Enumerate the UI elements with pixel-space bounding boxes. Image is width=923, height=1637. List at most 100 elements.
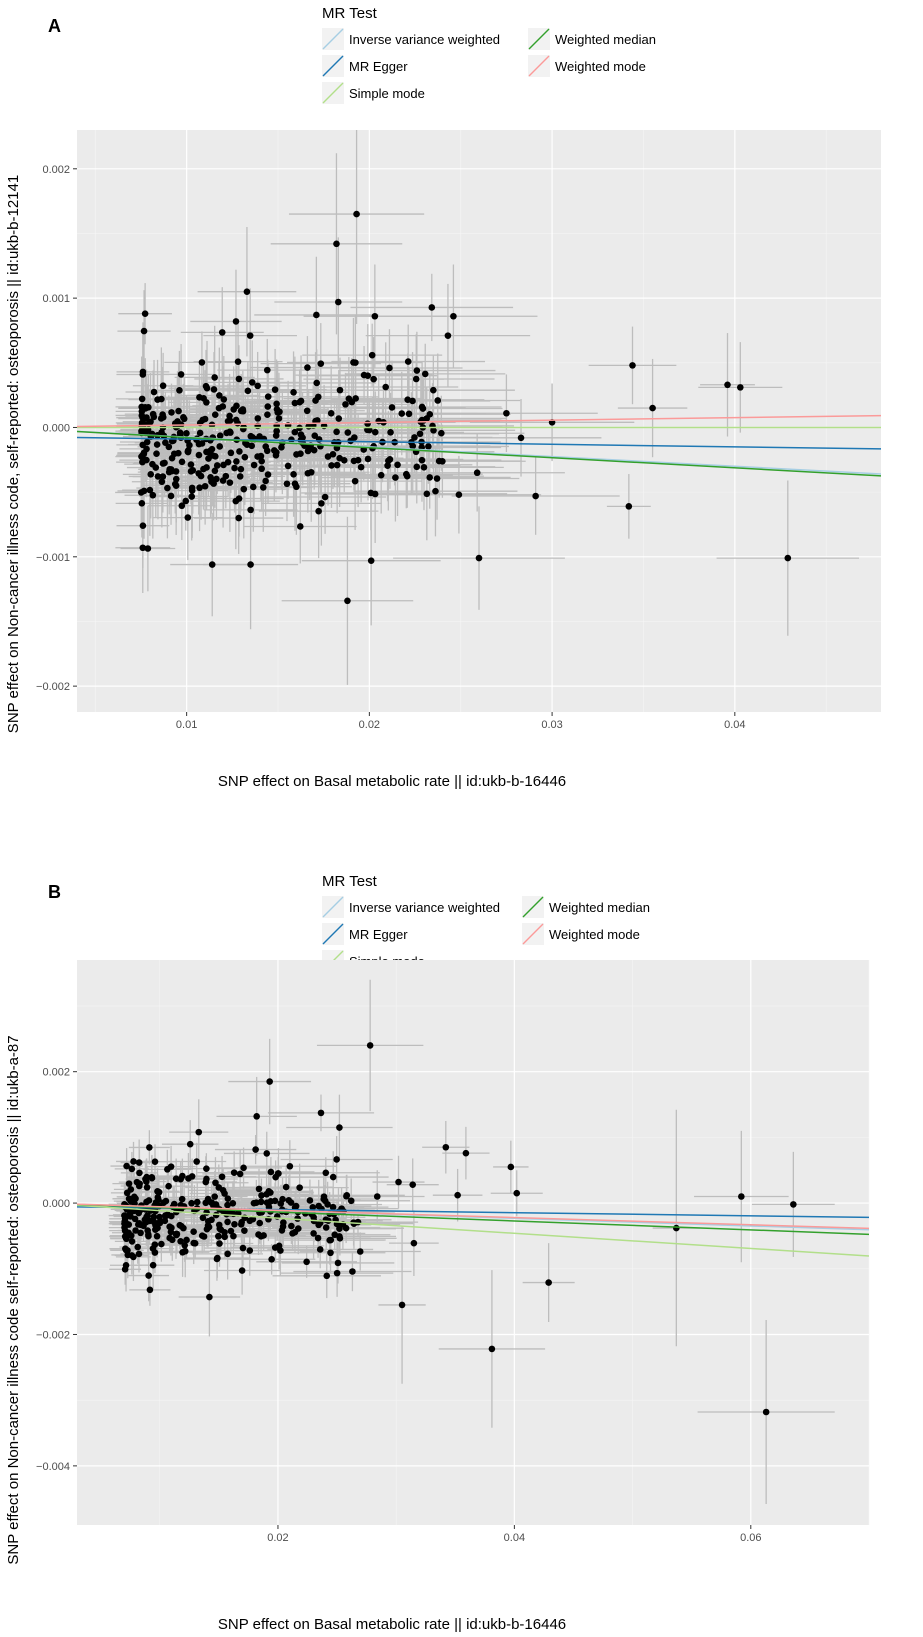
- legend-key-line: [322, 55, 344, 77]
- y-tick-label: −0.001: [36, 552, 70, 564]
- cluster-point: [277, 1200, 285, 1207]
- cluster-point: [143, 414, 150, 421]
- data-point: [784, 554, 792, 562]
- cluster-point: [412, 375, 420, 383]
- cluster-point: [304, 469, 312, 477]
- cluster-point: [239, 1244, 247, 1252]
- cluster-point: [218, 329, 226, 336]
- legend-key-line: [522, 923, 544, 945]
- legend-key-line: [522, 896, 544, 918]
- cluster-point: [203, 1165, 210, 1172]
- cluster-point: [159, 473, 167, 480]
- cluster-point: [296, 1184, 303, 1191]
- cluster-point: [181, 1241, 189, 1249]
- cluster-point: [190, 1228, 197, 1236]
- cluster-point: [203, 464, 210, 471]
- cluster-point: [184, 514, 192, 521]
- cluster-point: [382, 383, 390, 391]
- cluster-point: [291, 399, 299, 407]
- cluster-point: [310, 1230, 317, 1237]
- cluster-point: [128, 1238, 136, 1245]
- cluster-point: [333, 461, 341, 469]
- cluster-point: [276, 408, 283, 416]
- cluster-point: [387, 429, 394, 436]
- cluster-point: [240, 485, 248, 493]
- cluster-point: [224, 1201, 231, 1209]
- cluster-point: [198, 359, 206, 366]
- cluster-point: [386, 456, 394, 463]
- cluster-point: [212, 1211, 220, 1219]
- x-tick-label: 0.02: [267, 1532, 288, 1544]
- data-point: [335, 298, 342, 306]
- cluster-point: [150, 1213, 158, 1221]
- cluster-point: [135, 1159, 143, 1166]
- cluster-point: [148, 1174, 156, 1182]
- cluster-point: [134, 1243, 142, 1251]
- cluster-point: [226, 428, 234, 435]
- data-point: [247, 561, 254, 568]
- cluster-point: [125, 1180, 133, 1187]
- cluster-point: [166, 1223, 173, 1231]
- cluster-point: [161, 1217, 169, 1225]
- cluster-point: [188, 1173, 196, 1180]
- cluster-point: [420, 464, 428, 471]
- cluster-point: [329, 450, 337, 458]
- cluster-point: [155, 1188, 163, 1196]
- cluster-point: [273, 400, 280, 408]
- cluster-point: [388, 404, 396, 411]
- data-point: [513, 1189, 521, 1197]
- cluster-point: [161, 459, 168, 467]
- cluster-point: [167, 1228, 175, 1236]
- data-point: [313, 311, 320, 319]
- panel-a-letter: A: [48, 16, 61, 36]
- cluster-point: [139, 423, 147, 431]
- cluster-point: [256, 433, 263, 440]
- panel-b-legend-entry-1: Inverse variance weighted: [322, 896, 500, 918]
- cluster-point: [167, 492, 175, 500]
- cluster-point: [215, 1232, 222, 1240]
- cluster-point: [135, 1250, 143, 1258]
- panel-b-letter: B: [48, 882, 61, 902]
- cluster-point: [177, 1175, 184, 1183]
- cluster-point: [178, 1222, 185, 1230]
- cluster-point: [231, 464, 238, 472]
- cluster-point: [214, 1254, 221, 1262]
- data-point: [232, 318, 240, 325]
- cluster-point: [392, 474, 399, 481]
- cluster-point: [202, 1199, 210, 1207]
- legend-key-line: [322, 896, 344, 918]
- cluster-point: [411, 434, 418, 441]
- data-point: [398, 1301, 406, 1309]
- cluster-point: [221, 1233, 228, 1241]
- cluster-point: [184, 448, 192, 455]
- panel-b-legend-label-5: Weighted mode: [549, 927, 640, 942]
- y-tick-label: 0.001: [42, 293, 70, 305]
- cluster-point: [211, 1193, 219, 1200]
- cluster-point: [418, 456, 426, 464]
- cluster-point: [432, 487, 439, 495]
- cluster-point: [370, 375, 377, 383]
- panel-a-legend-label-3: Simple mode: [349, 86, 425, 101]
- cluster-point: [128, 1252, 136, 1259]
- cluster-point: [224, 1218, 231, 1226]
- cluster-point: [183, 430, 190, 437]
- cluster-point: [237, 465, 245, 473]
- cluster-point: [335, 415, 343, 422]
- data-point: [488, 1345, 496, 1353]
- cluster-point: [224, 417, 232, 425]
- data-point: [208, 561, 216, 568]
- panel-a-legend-label-5: Weighted mode: [555, 59, 646, 74]
- cluster-point: [158, 478, 166, 486]
- y-tick-label: −0.002: [36, 1329, 70, 1341]
- cluster-point: [329, 1203, 337, 1211]
- cluster-point: [221, 1190, 228, 1197]
- cluster-point: [175, 449, 182, 457]
- cluster-point: [264, 403, 272, 410]
- cluster-point: [146, 486, 154, 494]
- cluster-point: [284, 462, 292, 470]
- x-tick-label: 0.03: [541, 719, 562, 731]
- cluster-point: [320, 1195, 327, 1203]
- cluster-point: [241, 453, 249, 461]
- legend-key-line: [528, 28, 550, 50]
- cluster-point: [327, 1249, 334, 1257]
